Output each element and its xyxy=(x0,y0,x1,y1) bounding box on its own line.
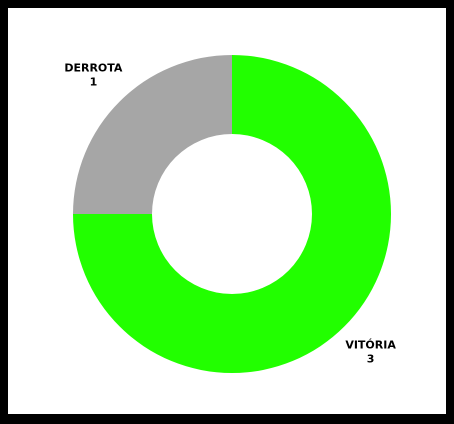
slice-value: 3 xyxy=(367,353,375,366)
slice xyxy=(73,55,391,373)
slice xyxy=(73,55,232,214)
slice-label: VITÓRIA xyxy=(345,339,396,352)
slice-label: DERROTA xyxy=(64,61,123,74)
slice-value: 1 xyxy=(90,75,98,88)
